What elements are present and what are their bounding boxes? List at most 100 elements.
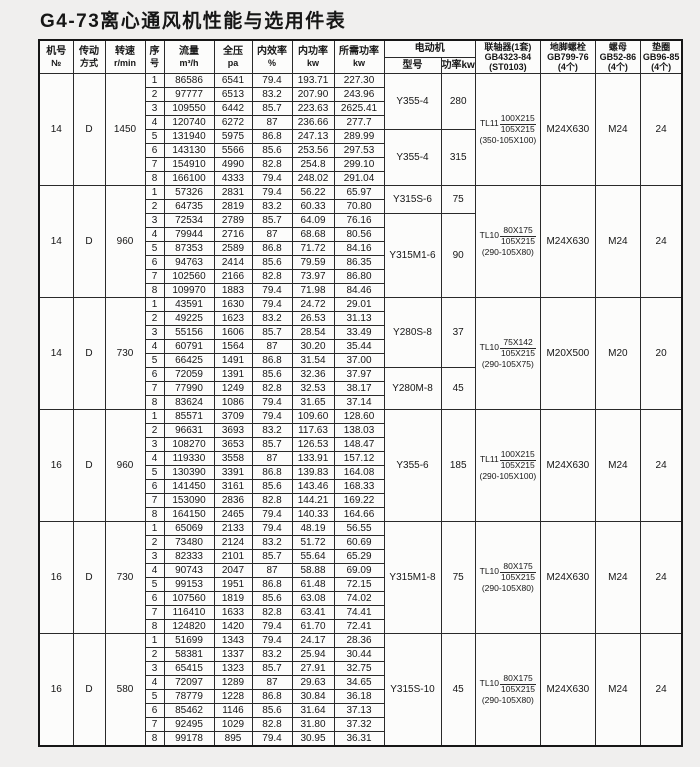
cell-efficiency: 79.4 [251, 185, 293, 201]
coupling-prefix: TL10 [479, 566, 499, 577]
cell-anchor-bolt: M24X630 [539, 409, 596, 523]
cell-pressure: 3558 [213, 451, 253, 467]
cell-efficiency: 85.7 [251, 661, 293, 677]
cell-machine-no: 16 [38, 633, 74, 747]
header-nut: 螺母 GB52-86 (4个) [594, 39, 641, 75]
header-seq-no-line: 号 [149, 57, 159, 68]
cell-seq-no: 1 [144, 521, 165, 537]
cell-inner-power: 56.22 [291, 185, 335, 201]
cell-seq-no: 1 [144, 633, 165, 649]
cell-efficiency: 82.8 [251, 269, 293, 285]
cell-efficiency: 83.2 [251, 311, 293, 327]
cell-pressure: 3693 [213, 423, 253, 439]
cell-required-power: 37.97 [333, 367, 385, 383]
cell-flow: 154910 [163, 157, 215, 173]
cell-inner-power: 63.41 [291, 605, 335, 621]
header-anchor-bolt-line: (4个) [557, 62, 578, 73]
cell-required-power: 37.13 [333, 703, 385, 719]
cell-inner-power: 73.97 [291, 269, 335, 285]
table-row: 14 D 1450 1 86586 6541 79.4 193.71 227.30 Y355-4 2… [38, 73, 683, 187]
coupling-upper: 100X215 [499, 112, 536, 125]
cell-efficiency: 79.4 [251, 521, 293, 537]
cell-flow: 102560 [163, 269, 215, 285]
header-nut-line: (4个) [607, 62, 628, 73]
cell-seq-no: 8 [144, 619, 165, 635]
cell-inner-power: 51.72 [291, 535, 335, 551]
header-washer: 垫圈 GB96-85 (4个) [639, 39, 683, 75]
cell-pressure: 1249 [213, 381, 253, 397]
cell-nut: M24 [594, 409, 641, 523]
cell-required-power: 169.22 [333, 493, 385, 509]
cell-efficiency: 87 [251, 115, 293, 131]
cell-drive-type: D [72, 409, 106, 523]
cell-seq-no: 8 [144, 507, 165, 523]
cell-seq-no: 5 [144, 241, 165, 257]
coupling-prefix: TL10 [479, 678, 499, 689]
cell-pressure: 3391 [213, 465, 253, 481]
table-row: 4 79944 2716 87 68.68 80.56 [39, 227, 682, 243]
cell-pressure: 1606 [213, 325, 253, 341]
cell-seq-no: 6 [144, 479, 165, 495]
header-anchor-bolt-line: GB799-76 [547, 52, 589, 63]
table-row: 4 119330 3558 87 133.91 157.12 [39, 451, 682, 467]
cell-inner-power: 254.8 [291, 157, 335, 173]
cell-inner-power: 71.98 [291, 283, 335, 299]
cell-coupling: TL11 100X215 105X215 (290-105X100) [474, 409, 541, 523]
cell-required-power: 84.16 [333, 241, 385, 257]
cell-required-power: 33.49 [333, 325, 385, 341]
cell-seq-no: 2 [144, 535, 165, 551]
table-row: 3 108270 3653 85.7 126.53 148.47 [39, 437, 682, 453]
coupling-fraction: 75X142 105X215 [500, 337, 537, 359]
cell-required-power: 72.41 [333, 619, 385, 635]
cell-required-power: 299.10 [333, 157, 385, 173]
cell-seq-no: 7 [144, 269, 165, 285]
coupling-fraction: 100X215 105X215 [499, 449, 536, 471]
coupling-upper: 80X175 [500, 225, 537, 237]
header-row-2: 型号 功率kw [39, 56, 682, 75]
cell-flow: 66425 [163, 353, 215, 369]
header-pressure-line: 全压 [223, 46, 243, 58]
cell-required-power: 164.08 [333, 465, 385, 481]
cell-inner-power: 48.19 [291, 521, 335, 537]
table-row: 6 143130 5566 85.6 253.56 297.53 [39, 143, 682, 159]
table-row: 7 92495 1029 82.8 31.80 37.32 [39, 717, 682, 733]
cell-pressure: 2789 [213, 213, 253, 229]
cell-required-power: 86.80 [333, 269, 385, 285]
cell-nut: M24 [594, 521, 641, 635]
cell-inner-power: 30.95 [291, 731, 335, 747]
cell-coupling: TL11 100X215 105X215 (350-105X100) [474, 73, 541, 187]
cell-motor-power: 185 [440, 409, 476, 523]
cell-seq-no: 8 [144, 283, 165, 299]
cell-required-power: 80.56 [333, 227, 385, 243]
cell-pressure: 1391 [213, 367, 253, 383]
cell-seq-no: 3 [144, 213, 165, 229]
cell-washer: 24 [639, 633, 683, 747]
coupling-fraction: 100X215 105X215 [499, 112, 536, 135]
cell-nut: M20 [594, 297, 641, 411]
table-row: 16 D 960 1 85571 3709 79.4 109.60 128.60 Y355-6 18… [38, 409, 683, 523]
cell-speed: 730 [104, 521, 146, 635]
header-nut-line: GB52-86 [599, 52, 637, 63]
cell-efficiency: 85.7 [251, 549, 293, 565]
cell-pressure: 2166 [213, 269, 253, 285]
cell-seq-no: 2 [144, 87, 165, 103]
cell-required-power: 84.46 [333, 283, 385, 299]
cell-pressure: 1819 [213, 591, 253, 607]
cell-required-power: 37.00 [333, 353, 385, 369]
cell-flow: 108270 [163, 437, 215, 453]
cell-required-power: 32.75 [333, 661, 385, 677]
cell-flow: 57326 [163, 185, 215, 201]
cell-motor-model: Y280M-8 [383, 367, 442, 411]
cell-flow: 99178 [163, 731, 215, 747]
cell-efficiency: 82.8 [251, 381, 293, 397]
cell-flow: 107560 [163, 591, 215, 607]
cell-anchor-bolt: M24X630 [539, 185, 596, 299]
coupling-lower: 105X215 [501, 683, 536, 694]
cell-motor-model: Y355-6 [383, 409, 442, 523]
cell-speed: 960 [104, 409, 146, 523]
table-row: 14 D 960 1 57326 2831 79.4 56.22 65.97 Y315S-6 75 T… [38, 185, 683, 299]
cell-motor-power: 45 [440, 367, 476, 411]
cell-pressure: 1633 [213, 605, 253, 621]
cell-required-power: 37.14 [333, 395, 385, 411]
cell-flow: 83624 [163, 395, 215, 411]
